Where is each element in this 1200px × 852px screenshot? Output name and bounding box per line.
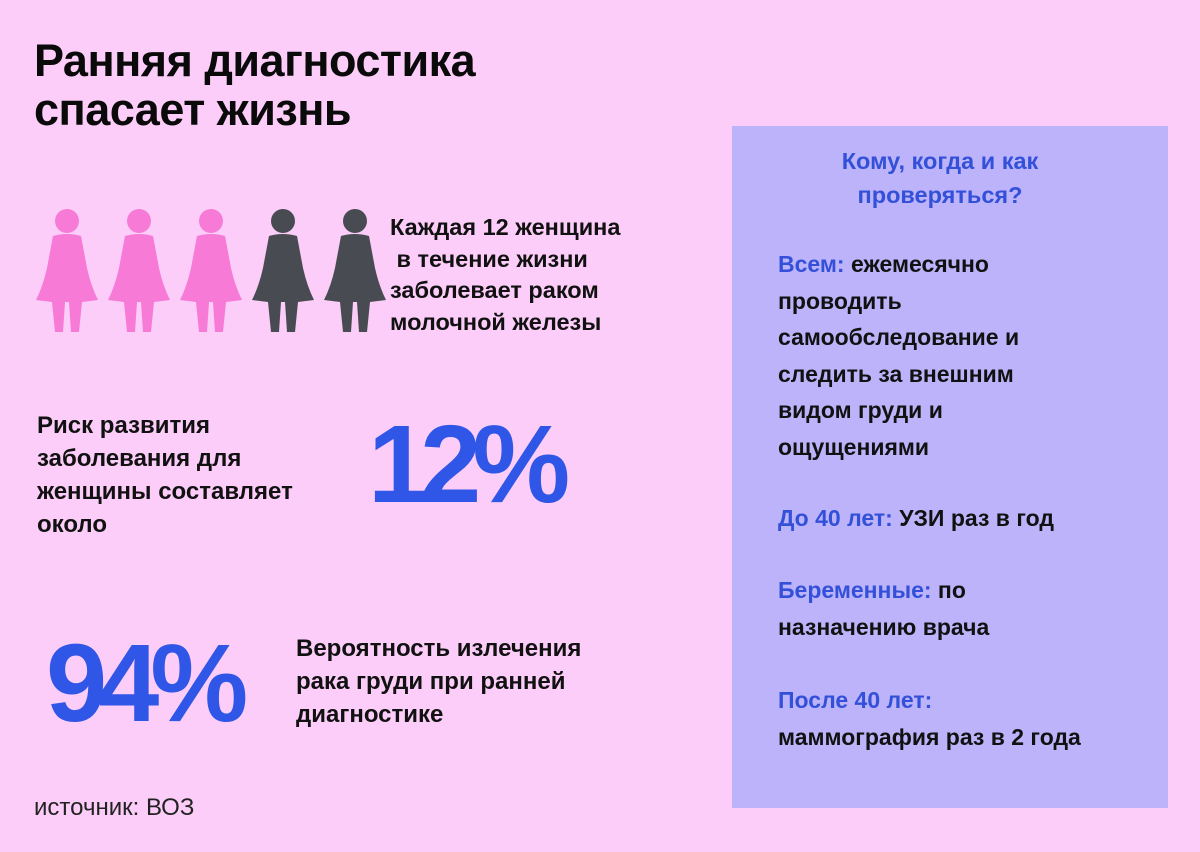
incidence-line-1: Каждая 12 женщина	[390, 214, 621, 240]
cure-line-2: рака груди при ранней	[296, 668, 566, 695]
panel-text-all-5: видом груди и	[778, 397, 943, 423]
panel-text-all-6: ощущениями	[778, 433, 930, 460]
panel-heading-line-2: проверяться?	[857, 182, 1023, 208]
incidence-stat-text: Каждая 12 женщина в течение жизни заболе…	[390, 212, 620, 338]
risk-line-2: заболевания для	[37, 445, 242, 472]
women-icons-row	[34, 208, 388, 332]
cure-line-3: диагностике	[296, 701, 444, 728]
panel-label-over-40: После 40 лет:	[778, 687, 933, 713]
panel-label-pregnant: Беременные:	[778, 577, 932, 603]
panel-text-under-40: УЗИ раз в год	[892, 505, 1054, 531]
title-line-2: спасает жизнь	[34, 84, 352, 135]
woman-icon	[106, 208, 172, 332]
risk-percent-value: 12%	[368, 403, 570, 526]
panel-heading-line-1: Кому, когда и как	[841, 148, 1039, 174]
panel-text-all-4: следить за внешним	[778, 360, 1014, 387]
source-note: источник: ВОЗ	[34, 794, 195, 821]
cure-percent-value: 94%	[46, 622, 248, 745]
woman-icon	[34, 208, 100, 332]
panel-label-under-40: До 40 лет:	[778, 505, 893, 531]
risk-line-4: около	[37, 511, 108, 538]
panel-text-pregnant-2: назначению врача	[778, 613, 990, 640]
panel-item-under-40: До 40 лет: УЗИ раз в год	[778, 500, 1158, 537]
incidence-line-4: молочной железы	[390, 308, 602, 335]
panel-text-all-3: самообследование и	[778, 324, 1020, 350]
panel-item-over-40: После 40 лет: маммография раз в 2 года	[778, 682, 1158, 755]
panel-text-pregnant-1: по	[931, 577, 966, 603]
panel-text-all-1: ежемесячно	[844, 251, 989, 277]
incidence-line-2: в течение жизни	[390, 245, 588, 272]
panel-text-all-2: проводить	[778, 287, 902, 314]
panel-text-over-40: маммография раз в 2 года	[778, 723, 1081, 750]
screening-info-panel: Кому, когда и как проверяться? Всем: еже…	[732, 126, 1168, 808]
panel-heading: Кому, когда и как проверяться?	[732, 144, 1148, 212]
panel-label-all: Всем:	[778, 251, 845, 277]
risk-line-1: Риск развития	[37, 412, 211, 439]
page-title: Ранняя диагностика спасает жизнь	[34, 35, 476, 135]
woman-icon	[250, 208, 316, 332]
incidence-line-3: заболевает раком	[390, 277, 599, 303]
risk-stat-text: Риск развития заболевания для женщины со…	[37, 409, 293, 541]
panel-item-pregnant: Беременные: по назначению врача	[778, 572, 1158, 645]
woman-icon	[178, 208, 244, 332]
cure-stat-text: Вероятность излечения рака груди при ран…	[296, 632, 581, 731]
woman-icon	[322, 208, 388, 332]
cure-line-1: Вероятность излечения	[296, 635, 582, 662]
title-line-1: Ранняя диагностика	[34, 35, 476, 86]
risk-line-3: женщины составляет	[37, 478, 293, 505]
panel-item-all: Всем: ежемесячно проводить самообследова…	[778, 246, 1158, 465]
